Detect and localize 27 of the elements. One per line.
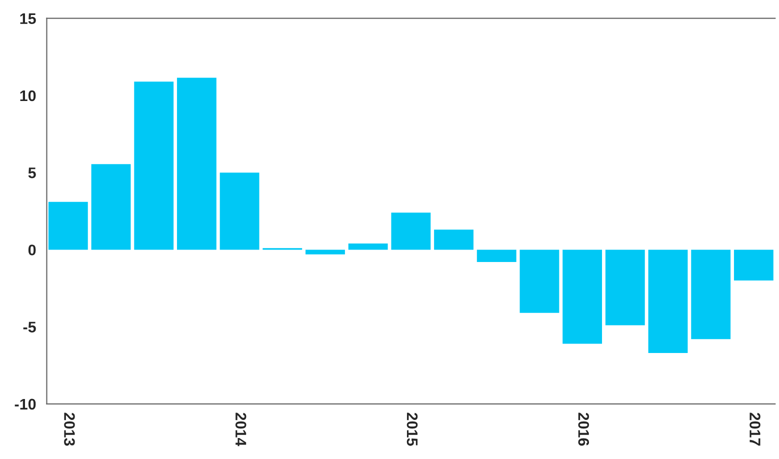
x-tick-label: 2014 bbox=[235, 412, 246, 446]
bar bbox=[562, 250, 602, 344]
y-tick-label: 10 bbox=[20, 90, 36, 102]
bar bbox=[734, 250, 774, 281]
bar bbox=[91, 164, 131, 250]
x-tick-label: 2013 bbox=[64, 412, 75, 446]
bar bbox=[476, 250, 516, 262]
y-tick-label: 15 bbox=[20, 13, 36, 24]
bar bbox=[391, 212, 431, 250]
bar bbox=[134, 82, 174, 250]
x-tick-label: 2016 bbox=[578, 412, 590, 446]
bar bbox=[434, 230, 474, 250]
bar bbox=[648, 250, 688, 354]
y-tick-label: 0 bbox=[28, 244, 36, 256]
x-tick-label: 2015 bbox=[406, 412, 418, 446]
x-tick-label: 2017 bbox=[750, 412, 760, 446]
bar bbox=[48, 202, 88, 250]
bar bbox=[176, 78, 216, 250]
bar bbox=[348, 244, 388, 250]
bar bbox=[306, 250, 345, 254]
bar bbox=[220, 172, 260, 250]
bar bbox=[605, 250, 645, 326]
y-tick-label: 5 bbox=[28, 168, 36, 178]
y-tick-label: -10 bbox=[14, 398, 36, 410]
bar bbox=[691, 250, 731, 340]
bar bbox=[520, 250, 560, 313]
y-tick-label: -5 bbox=[23, 322, 36, 332]
